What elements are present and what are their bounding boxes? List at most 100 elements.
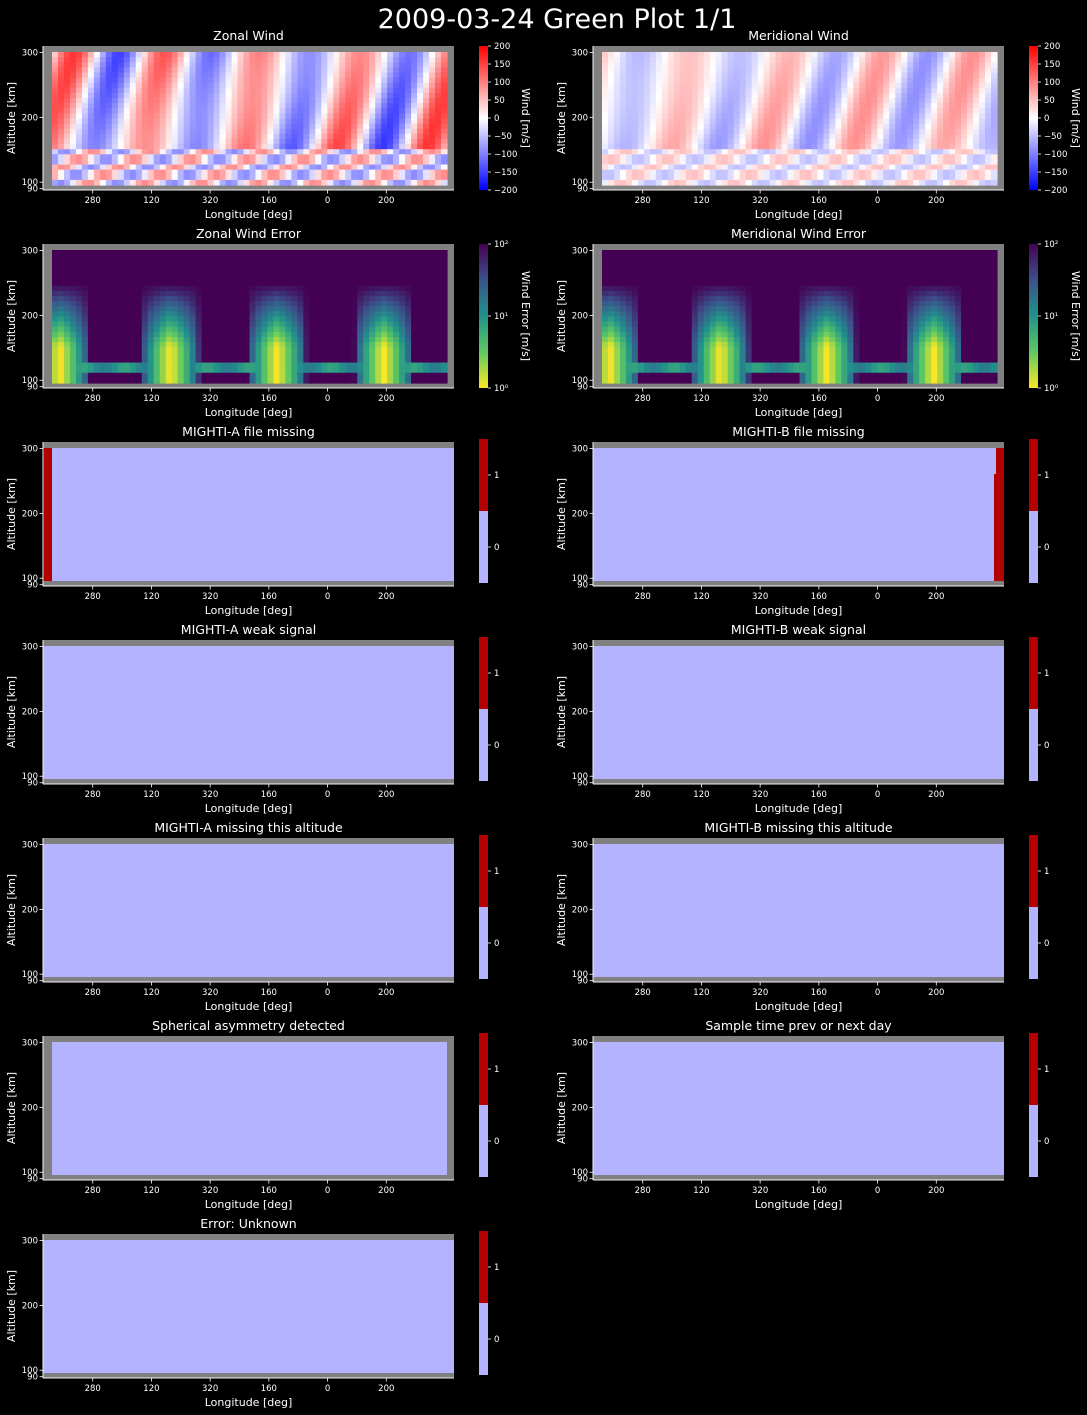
heatmap-cell <box>249 118 257 125</box>
heatmap-cell <box>387 113 394 120</box>
heatmap-cell <box>763 87 771 94</box>
heatmap-cell <box>87 169 95 176</box>
heatmap-cell <box>715 113 723 120</box>
heatmap-cell <box>685 128 693 135</box>
heatmap-cell <box>393 133 400 140</box>
heatmap-cell <box>829 57 836 63</box>
heatmap-cell <box>237 98 245 104</box>
heatmap-cell <box>655 149 663 155</box>
heatmap-cell <box>201 301 209 307</box>
heatmap-cell <box>411 118 418 125</box>
heatmap-cell <box>345 352 352 359</box>
heatmap-cell <box>441 62 448 68</box>
heatmap-cell <box>757 77 765 84</box>
heatmap-cell <box>165 87 173 94</box>
heatmap-cell <box>117 67 125 74</box>
heatmap-cell <box>297 159 304 166</box>
heatmap-cell <box>57 347 65 353</box>
colorbar-tick-label: −150 <box>494 168 517 178</box>
heatmap-cell <box>52 357 59 364</box>
heatmap-cell <box>901 108 908 114</box>
heatmap-cell <box>351 164 358 171</box>
heatmap-cell <box>261 367 269 374</box>
heatmap-cell <box>823 57 831 63</box>
heatmap-cell <box>381 138 388 145</box>
heatmap-cell <box>315 357 322 364</box>
heatmap-cell <box>949 113 956 120</box>
heatmap-cell <box>87 87 95 94</box>
heatmap-cell <box>255 108 263 114</box>
heatmap-cell <box>835 123 842 130</box>
heatmap-cell <box>841 82 848 89</box>
heatmap-cell <box>189 250 197 256</box>
heatmap-cell <box>147 260 155 266</box>
heatmap-cell <box>81 98 89 104</box>
heatmap-cell <box>745 52 753 58</box>
heatmap-cell <box>895 144 902 150</box>
heatmap-cell <box>279 164 286 171</box>
heatmap-cell <box>345 336 352 343</box>
heatmap-cell <box>943 179 950 186</box>
heatmap-cell <box>201 98 209 104</box>
heatmap-cell <box>195 352 203 359</box>
heatmap-cell <box>63 62 71 68</box>
heatmap-cell <box>189 149 197 155</box>
heatmap-cell <box>165 362 173 369</box>
heatmap-cell <box>363 250 370 256</box>
heatmap-cell <box>297 169 304 176</box>
heatmap-cell <box>781 159 789 166</box>
heatmap-cell <box>667 103 675 109</box>
heatmap-cell <box>171 296 179 302</box>
heatmap-cell <box>745 67 753 74</box>
heatmap-cell <box>853 62 860 68</box>
heatmap-cell <box>393 128 400 135</box>
heatmap-cell <box>69 260 77 266</box>
heatmap-cell <box>775 98 783 104</box>
heatmap-cell <box>883 169 890 176</box>
heatmap-cell <box>691 103 699 109</box>
heatmap-cell <box>231 154 239 161</box>
heatmap-cell <box>769 87 777 94</box>
heatmap-cell <box>309 342 316 348</box>
heatmap-cell <box>889 98 896 104</box>
heatmap-cell <box>225 265 233 272</box>
heatmap-cell <box>393 62 400 68</box>
heatmap-cell <box>351 57 358 63</box>
heatmap-cell <box>607 67 615 74</box>
heatmap-cell <box>327 164 334 171</box>
heatmap-cell <box>375 260 382 266</box>
heatmap-cell <box>207 154 215 161</box>
heatmap-cell <box>165 98 173 104</box>
heatmap-cell <box>93 113 101 120</box>
heatmap-cell <box>979 123 986 130</box>
heatmap-cell <box>153 347 161 353</box>
heatmap-cell <box>351 367 358 374</box>
heatmap-cell <box>93 342 101 348</box>
heatmap-cell <box>913 113 920 120</box>
heatmap-cell <box>231 123 239 130</box>
heatmap-cell <box>117 138 125 145</box>
heatmap-cell <box>309 133 316 140</box>
heatmap-cell <box>153 357 161 364</box>
heatmap-cell <box>159 301 167 307</box>
heatmap-cell <box>919 179 926 186</box>
heatmap-cell <box>87 336 95 343</box>
heatmap-cell <box>75 108 83 114</box>
heatmap-cell <box>165 280 173 287</box>
heatmap-cell <box>315 316 322 323</box>
heatmap-cell <box>913 82 920 89</box>
heatmap-cell <box>243 67 251 74</box>
heatmap-cell <box>817 154 825 161</box>
heatmap-cell <box>315 275 322 282</box>
heatmap-cell <box>441 123 448 130</box>
heatmap-cell <box>339 260 346 266</box>
heatmap-cell <box>315 265 322 272</box>
heatmap-cell <box>697 77 705 84</box>
heatmap-cell <box>955 179 962 186</box>
heatmap-cell <box>195 72 203 79</box>
heatmap-cell <box>345 103 352 109</box>
heatmap-cell <box>279 260 286 266</box>
heatmap-cell <box>381 133 388 140</box>
heatmap-cell <box>745 87 753 94</box>
heatmap-cell <box>315 336 322 343</box>
